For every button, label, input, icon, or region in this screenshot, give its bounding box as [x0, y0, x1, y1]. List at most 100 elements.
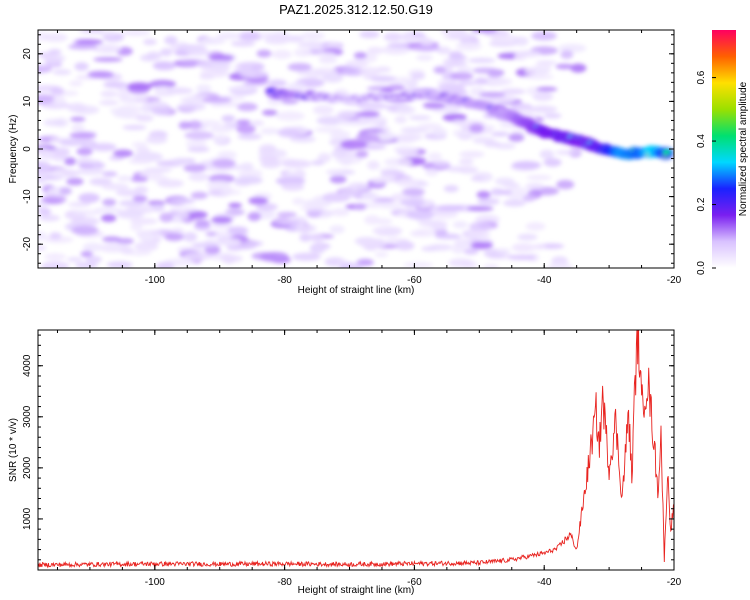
heatmap-cell [80, 250, 93, 258]
heatmap-cell [188, 172, 210, 182]
heatmap-cell [358, 111, 380, 118]
heatmap-cell [234, 176, 263, 185]
heatmap-cell [366, 46, 384, 55]
heatmap-cell [178, 121, 192, 130]
heatmap-cell [300, 31, 325, 40]
colorbar-tick-label: 0.0 [696, 261, 707, 275]
heatmap-cell [547, 262, 573, 268]
heatmap-cell [177, 212, 190, 219]
spectrogram-y-label: Frequency (Hz) [8, 115, 19, 184]
heatmap-cell [458, 80, 477, 86]
heatmap-cell [470, 241, 494, 250]
heatmap-cell [38, 245, 47, 251]
heatmap-cell [387, 42, 410, 49]
heatmap-cell [87, 70, 111, 79]
heatmap-cell [317, 52, 336, 59]
heatmap-cell [217, 101, 240, 107]
y-tick-label: -20 [22, 237, 33, 252]
heatmap-cell [466, 205, 494, 212]
heatmap-cell [413, 228, 437, 237]
heatmap-cell [281, 159, 312, 169]
heatmap-cell [338, 262, 363, 268]
heatmap-cell [525, 222, 546, 231]
heatmap-cell [202, 96, 232, 104]
heatmap-cell [132, 195, 148, 202]
heatmap-cell [400, 199, 425, 207]
heatmap-cell [90, 142, 117, 152]
heatmap-cell [452, 221, 468, 229]
heatmap-cell [247, 211, 262, 222]
colorbar-tick-label: 0.2 [696, 197, 707, 211]
heatmap-cell [196, 84, 212, 93]
heatmap-cell [183, 163, 207, 173]
heatmap-cell [93, 56, 123, 62]
heatmap-cell [448, 258, 474, 268]
heatmap-cell [71, 225, 99, 236]
heatmap-cell [205, 60, 232, 66]
heatmap-cell [261, 109, 278, 116]
heatmap-cell [317, 152, 331, 163]
x-tick-label: -20 [667, 577, 682, 588]
heatmap-cell [517, 233, 538, 241]
x-tick-label: -40 [537, 275, 552, 286]
heatmap-cell [106, 261, 133, 268]
heatmap-cell [513, 36, 529, 47]
heatmap-cell [400, 32, 415, 43]
heatmap-cell [117, 175, 132, 182]
heatmap-cell [275, 111, 305, 121]
heatmap-cell [164, 232, 184, 242]
heatmap-cell [402, 187, 425, 196]
heatmap-cell [183, 252, 212, 261]
heatmap-cell [240, 162, 254, 171]
heatmap-cell [491, 34, 520, 44]
snr-frame [37, 329, 675, 571]
heatmap-cell [134, 185, 149, 195]
heatmap-cell [91, 44, 122, 54]
heatmap-cell [532, 243, 546, 250]
heatmap-cell [75, 39, 104, 45]
heatmap-cell [102, 236, 122, 243]
heatmap-cell [221, 254, 243, 263]
heatmap-cell [243, 71, 257, 78]
heatmap-cell [309, 243, 331, 250]
heatmap-cell [59, 90, 79, 96]
heatmap-cell [287, 82, 307, 92]
heatmap-cell [396, 105, 416, 115]
x-tick-label: -100 [145, 275, 165, 286]
heatmap-cell [411, 72, 426, 80]
heatmap-cell [396, 177, 420, 188]
heatmap-cell [267, 79, 287, 87]
heatmap-cell [135, 146, 151, 154]
colorbar-label: Normalized spectral amplitude [738, 81, 749, 216]
heatmap-cell [71, 216, 100, 226]
heatmap-cell [476, 190, 491, 199]
heatmap-cell [353, 203, 367, 211]
heatmap-cell [427, 243, 453, 251]
heatmap-cell [250, 64, 265, 71]
heatmap-cell [487, 69, 503, 78]
colorbar-ticks: 0.0 0.2 0.4 0.6 [696, 70, 716, 275]
heatmap-cell [477, 236, 490, 243]
heatmap-cell [293, 48, 312, 57]
heatmap-cell [72, 209, 102, 216]
heatmap-cell [292, 197, 305, 206]
y-tick-label: -10 [22, 189, 33, 204]
heatmap-cell [494, 177, 515, 186]
heatmap-cell [256, 49, 272, 58]
heatmap-cell [289, 135, 316, 143]
heatmap-cell [73, 105, 100, 115]
heatmap-cell [59, 138, 86, 147]
heatmap-cell [78, 163, 96, 169]
heatmap-cell [383, 157, 413, 167]
heatmap-cell [503, 199, 526, 207]
heatmap-cell [38, 94, 57, 105]
x-tick-label: -40 [537, 577, 552, 588]
heatmap-cell [303, 199, 332, 208]
heatmap-cell [483, 263, 499, 268]
heatmap-cell [536, 86, 558, 92]
heatmap-cell [322, 192, 351, 203]
heatmap-cell [339, 189, 360, 196]
x-tick-label: -100 [145, 577, 165, 588]
heatmap-cell [380, 202, 402, 209]
